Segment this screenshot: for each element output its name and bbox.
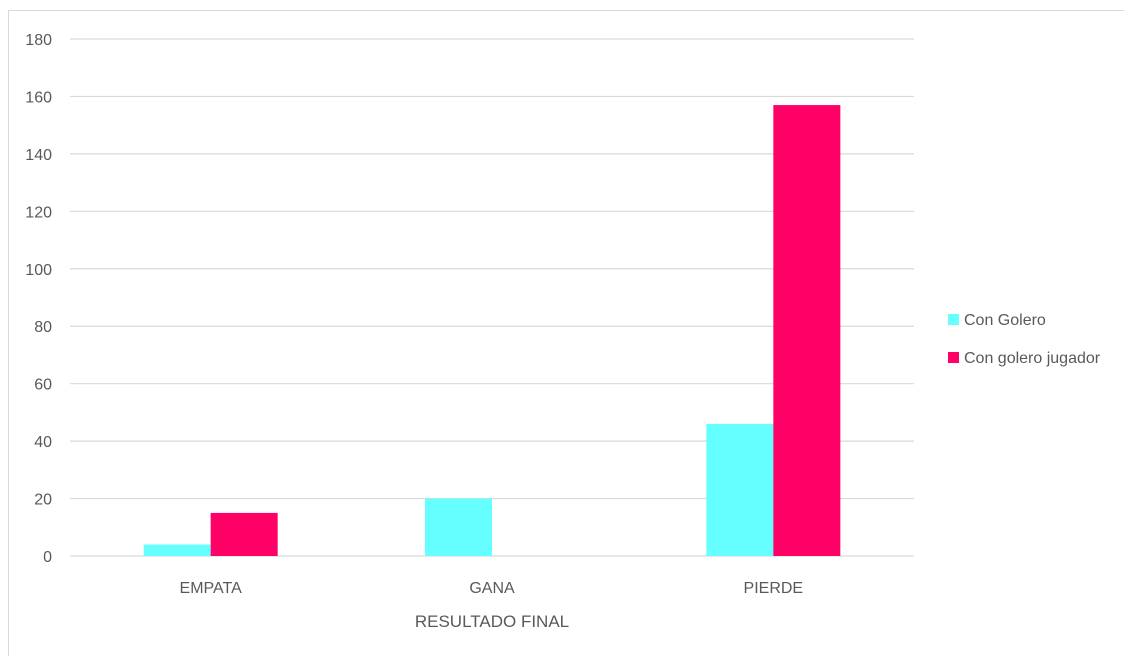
bar-con-golero-jugador-pierde [773,105,841,557]
legend: Con Golero Con golero jugador [948,312,1101,367]
bar-con-golero-gana [425,498,492,556]
y-tick-label: 180 [25,32,52,49]
y-tick-label: 20 [34,492,52,509]
bar-con-golero-pierde [706,423,774,556]
y-tick-label: 120 [25,204,52,221]
x-tick-label: GANA [469,580,515,597]
bar-con-golero-jugador-empata [210,512,278,556]
y-tick-label: 0 [43,549,52,566]
y-tick-label: 80 [34,319,52,336]
y-tick-label: 140 [25,147,52,164]
legend-swatch [948,314,959,325]
y-tick-label: 60 [34,377,52,394]
x-axis-ticks: EMPATA GANA PIERDE [180,580,804,597]
y-tick-label: 160 [25,89,52,106]
legend-label: Con Golero [964,312,1046,329]
y-tick-label: 40 [34,434,52,451]
x-axis-title: RESULTADO FINAL [415,612,569,631]
legend-label: Con golero jugador [964,350,1101,367]
y-axis-ticks: 0 20 40 60 80 100 120 140 160 180 [25,32,52,566]
bar-con-golero-empata [143,544,211,556]
x-tick-label: PIERDE [744,580,804,597]
y-tick-label: 100 [25,262,52,279]
legend-swatch [948,352,959,363]
x-tick-label: EMPATA [180,580,243,597]
chart-frame [8,10,1124,656]
bars [143,105,841,557]
